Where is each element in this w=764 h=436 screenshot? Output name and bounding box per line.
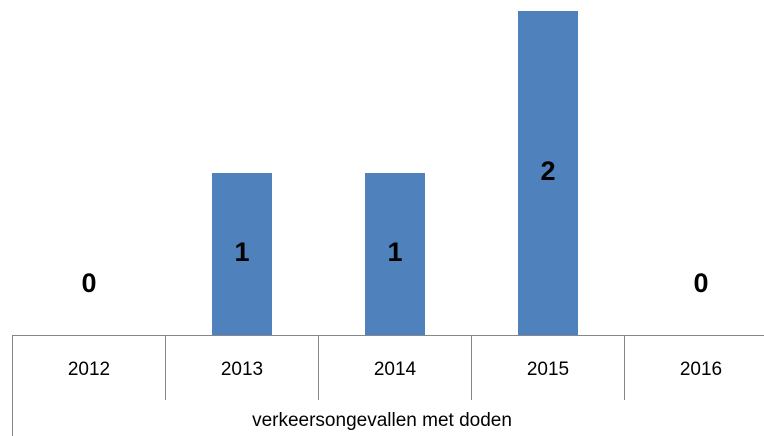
bar bbox=[518, 11, 578, 335]
data-label: 1 bbox=[387, 237, 402, 267]
bar bbox=[365, 173, 425, 335]
x-tick-label: 2016 bbox=[680, 359, 722, 380]
x-axis-label: verkeersongevallen met doden bbox=[252, 410, 512, 431]
x-tick-label: 2015 bbox=[527, 359, 569, 380]
x-tick-label: 2014 bbox=[374, 359, 417, 380]
bar bbox=[212, 173, 272, 335]
x-tick-label: 2013 bbox=[221, 359, 263, 380]
x-tick-label: 2012 bbox=[68, 359, 110, 380]
data-label: 1 bbox=[234, 237, 249, 267]
data-label: 0 bbox=[81, 268, 96, 298]
data-label: 2 bbox=[540, 156, 555, 186]
data-label: 0 bbox=[693, 268, 708, 298]
